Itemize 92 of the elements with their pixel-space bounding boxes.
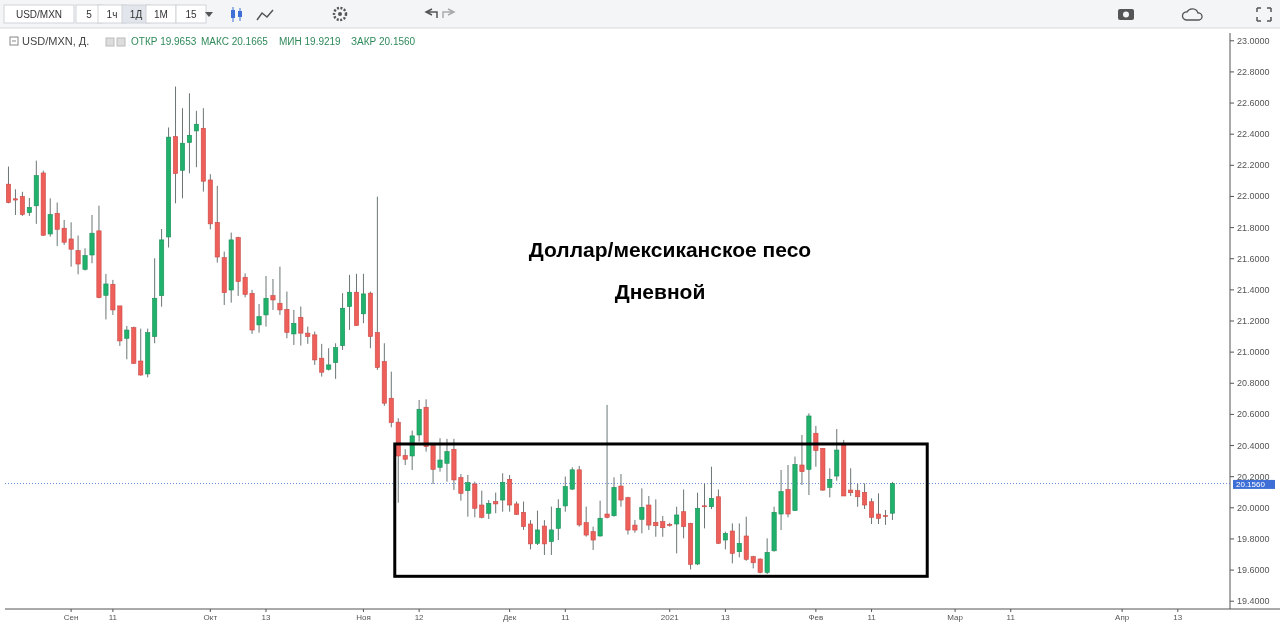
candlestick — [493, 492, 499, 514]
text: 1Д — [129, 9, 143, 20]
candlestick — [333, 342, 339, 380]
y-tick-label: 22.2000 — [1237, 160, 1270, 171]
candlestick — [604, 404, 610, 519]
candlestick — [535, 510, 540, 546]
x-tick-label: 2021 — [660, 613, 680, 622]
x-tick-label: 11 — [867, 613, 877, 622]
text: 1ч — [106, 9, 118, 20]
candlestick — [869, 497, 875, 525]
x-tick-label: Апр — [1115, 613, 1130, 622]
annotation: ЗАКР 20.1560 — [351, 36, 416, 47]
y-tick-label: 20.0000 — [1237, 502, 1270, 513]
candlestick — [6, 166, 11, 204]
candlestick — [709, 466, 714, 510]
ref-line-label: 20.1560 — [1236, 480, 1266, 490]
candlestick — [500, 472, 506, 513]
candlestick — [19, 191, 25, 217]
candlestick — [47, 197, 53, 238]
y-tick-label: 21.2000 — [1237, 316, 1270, 326]
y-tick-label: 19.4000 — [1237, 596, 1270, 607]
text: USD/MXN — [15, 9, 63, 20]
candlestick — [256, 303, 262, 334]
annotation: МИН 19.9219 — [279, 36, 342, 47]
text: 15 — [185, 9, 197, 20]
x-tick-label: 11 — [108, 613, 118, 622]
candlestick — [862, 482, 868, 510]
candlestick — [639, 487, 645, 534]
candlestick — [855, 482, 861, 508]
candlestick — [597, 500, 603, 538]
text: Доллар/мексиканское песо — [528, 238, 812, 261]
candlestick — [827, 467, 833, 498]
y-tick-label: 20.8000 — [1237, 378, 1270, 389]
x-tick-label: 13 — [720, 613, 731, 622]
candlestick — [736, 522, 742, 558]
candlestick — [541, 519, 547, 556]
y-tick-label: 23.0000 — [1237, 35, 1270, 46]
annotation: МАКС 20.1665 — [201, 36, 269, 47]
candlestick — [528, 519, 533, 550]
text: Дневной — [614, 280, 706, 303]
y-tick-label: 22.8000 — [1237, 66, 1270, 77]
x-tick-label: 12 — [414, 613, 425, 622]
candlestick — [291, 309, 297, 346]
x-tick-label: Окт — [203, 613, 218, 622]
candlestick — [799, 434, 805, 486]
y-tick-label: 20.4000 — [1237, 440, 1270, 451]
y-tick-label: 19.8000 — [1237, 533, 1270, 544]
y-tick-label: 20.2000 — [1237, 471, 1270, 482]
x-tick-label: 13 — [1173, 613, 1183, 622]
annotation: USD/MXN, Д. — [22, 35, 90, 47]
candlestick — [702, 482, 707, 529]
x-tick-label: 13 — [261, 613, 271, 622]
x-tick-label: Мар — [947, 613, 964, 622]
annotation: ОТКР 19.9653 — [131, 36, 197, 47]
candlestick — [12, 188, 18, 216]
x-tick-label: Фев — [808, 613, 824, 622]
candlestick — [729, 522, 735, 564]
candlestick — [548, 506, 554, 556]
y-tick-label: 21.4000 — [1237, 284, 1270, 295]
candlestick — [555, 498, 561, 541]
candlestick — [521, 501, 526, 531]
y-tick-label: 19.6000 — [1237, 565, 1270, 576]
x-tick-label: Сен — [63, 613, 79, 622]
candlestick — [674, 506, 680, 554]
candlestick — [681, 488, 687, 539]
candlestick — [465, 474, 471, 518]
candlestick — [347, 274, 352, 331]
x-tick-label: Дек — [502, 613, 517, 622]
candlestick — [103, 273, 109, 320]
x-tick-label: 11 — [1006, 613, 1016, 622]
text: 5 — [86, 9, 93, 20]
y-tick-label: 22.4000 — [1237, 129, 1270, 140]
candlestick — [486, 499, 492, 520]
candlestick — [263, 275, 269, 328]
y-tick-label: 22.0000 — [1237, 191, 1270, 202]
candlestick — [326, 347, 332, 371]
candlestick — [186, 92, 192, 174]
candlestick — [124, 325, 130, 360]
y-tick-label: 20.6000 — [1237, 409, 1270, 420]
candlestick — [764, 537, 770, 575]
candlestick — [75, 235, 81, 275]
candlestick — [360, 273, 366, 324]
x-tick-label: 11 — [561, 613, 570, 622]
y-tick-label: 21.0000 — [1237, 347, 1270, 358]
y-tick-label: 21.6000 — [1237, 253, 1270, 264]
candlestick — [193, 110, 199, 168]
candlestick — [270, 278, 276, 311]
text: 1М — [154, 9, 168, 20]
y-tick-label: 22.6000 — [1237, 98, 1270, 109]
x-tick-label: Ноя — [356, 613, 371, 622]
candlestick — [876, 492, 881, 525]
y-tick-label: 21.8000 — [1237, 222, 1270, 233]
